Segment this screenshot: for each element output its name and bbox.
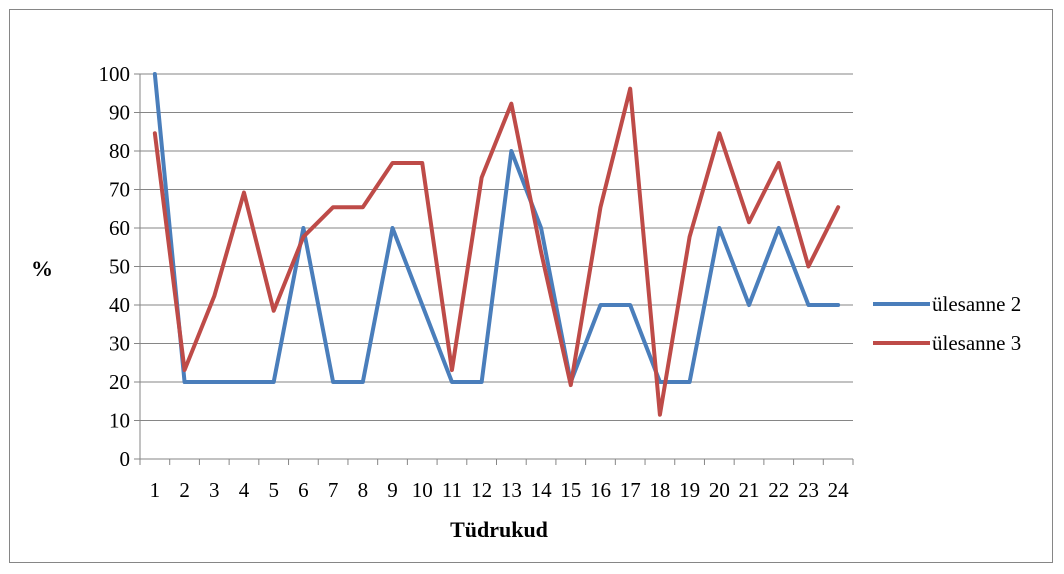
x-tick-label: 8: [358, 478, 369, 502]
x-tick-label: 13: [501, 478, 522, 502]
series-lines: [152, 72, 841, 417]
legend: ülesanne 2 ülesanne 3: [873, 292, 1021, 355]
y-tick-labels: 0 10 20 30 40 50 60 70 80 90 100: [99, 62, 131, 471]
y-tick-label: 70: [109, 178, 130, 202]
x-tick-label: 24: [828, 478, 850, 502]
x-tick-label: 1: [150, 478, 161, 502]
x-tick-label: 4: [239, 478, 250, 502]
legend-label: ülesanne 3: [932, 331, 1021, 355]
x-tick-label: 21: [739, 478, 760, 502]
x-tick-label: 6: [298, 478, 309, 502]
x-tick-label: 16: [590, 478, 611, 502]
x-tick-label: 7: [328, 478, 339, 502]
x-tick-label: 22: [768, 478, 789, 502]
x-tick-label: 20: [709, 478, 730, 502]
x-tick-label: 9: [387, 478, 398, 502]
y-tick-label: 80: [109, 139, 130, 163]
x-tick-label: 17: [620, 478, 641, 502]
x-tick-label: 11: [442, 478, 462, 502]
x-tick-label: 2: [179, 478, 190, 502]
legend-label: ülesanne 2: [932, 292, 1021, 316]
y-tick-label: 100: [99, 62, 131, 86]
x-tick-label: 12: [471, 478, 492, 502]
series-line-1: [152, 72, 841, 384]
x-tick-label: 14: [531, 478, 553, 502]
x-tick-label: 23: [798, 478, 819, 502]
gridlines: [140, 73, 853, 421]
y-tick-label: 60: [109, 216, 130, 240]
x-tick-label: 5: [268, 478, 279, 502]
y-tick-label: 40: [109, 293, 130, 317]
y-tick-label: 20: [109, 370, 130, 394]
x-tick-label: 10: [412, 478, 433, 502]
y-axis-title: %: [31, 256, 53, 281]
y-tick-label: 30: [109, 332, 130, 356]
y-tick-label: 50: [109, 255, 130, 279]
chart-frame: [9, 9, 1053, 563]
x-axis-title: Tüdrukud: [450, 517, 548, 542]
y-tick-label: 10: [109, 409, 130, 433]
axes: [134, 73, 854, 465]
x-tick-label: 15: [560, 478, 581, 502]
x-tick-label: 18: [649, 478, 670, 502]
x-tick-labels: 1 2 3 4 5 6 7 8 9 10 11 12 13 14 15 16 17 18 19 20 21 22 23 24: [150, 478, 850, 502]
x-tick-label: 3: [209, 478, 220, 502]
y-tick-label: 90: [109, 101, 130, 125]
series-line-2: [152, 86, 841, 417]
x-tick-label: 19: [679, 478, 700, 502]
y-tick-label: 0: [120, 447, 131, 471]
